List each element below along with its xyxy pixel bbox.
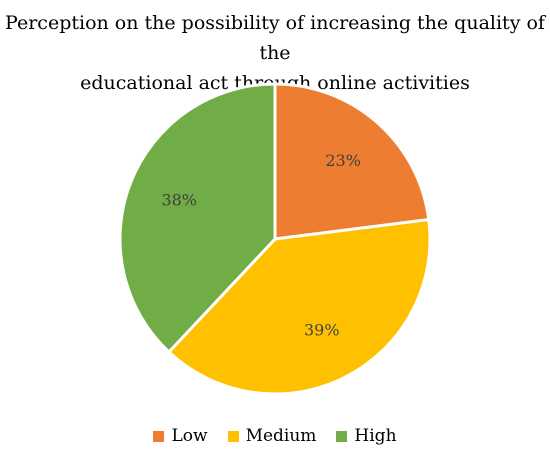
data-label-medium: 39% bbox=[304, 320, 340, 339]
legend-swatch-medium bbox=[227, 430, 239, 442]
legend-item-low: Low bbox=[153, 426, 208, 446]
legend-item-medium: Medium bbox=[227, 426, 317, 446]
legend-label-high: High bbox=[354, 426, 397, 446]
legend: Low Medium High bbox=[0, 426, 550, 446]
pie-slice-low bbox=[273, 82, 431, 241]
legend-item-high: High bbox=[336, 426, 397, 446]
legend-swatch-high bbox=[336, 430, 348, 442]
legend-label-medium: Medium bbox=[245, 426, 317, 446]
chart-title-line-1: Perception on the possibility of increas… bbox=[5, 12, 545, 64]
pie-slice-medium bbox=[167, 218, 432, 396]
legend-swatch-low bbox=[153, 430, 165, 442]
data-label-low: 23% bbox=[325, 151, 361, 170]
pie-slice-high bbox=[118, 82, 277, 354]
data-label-high: 38% bbox=[161, 191, 197, 210]
legend-label-low: Low bbox=[171, 426, 208, 446]
